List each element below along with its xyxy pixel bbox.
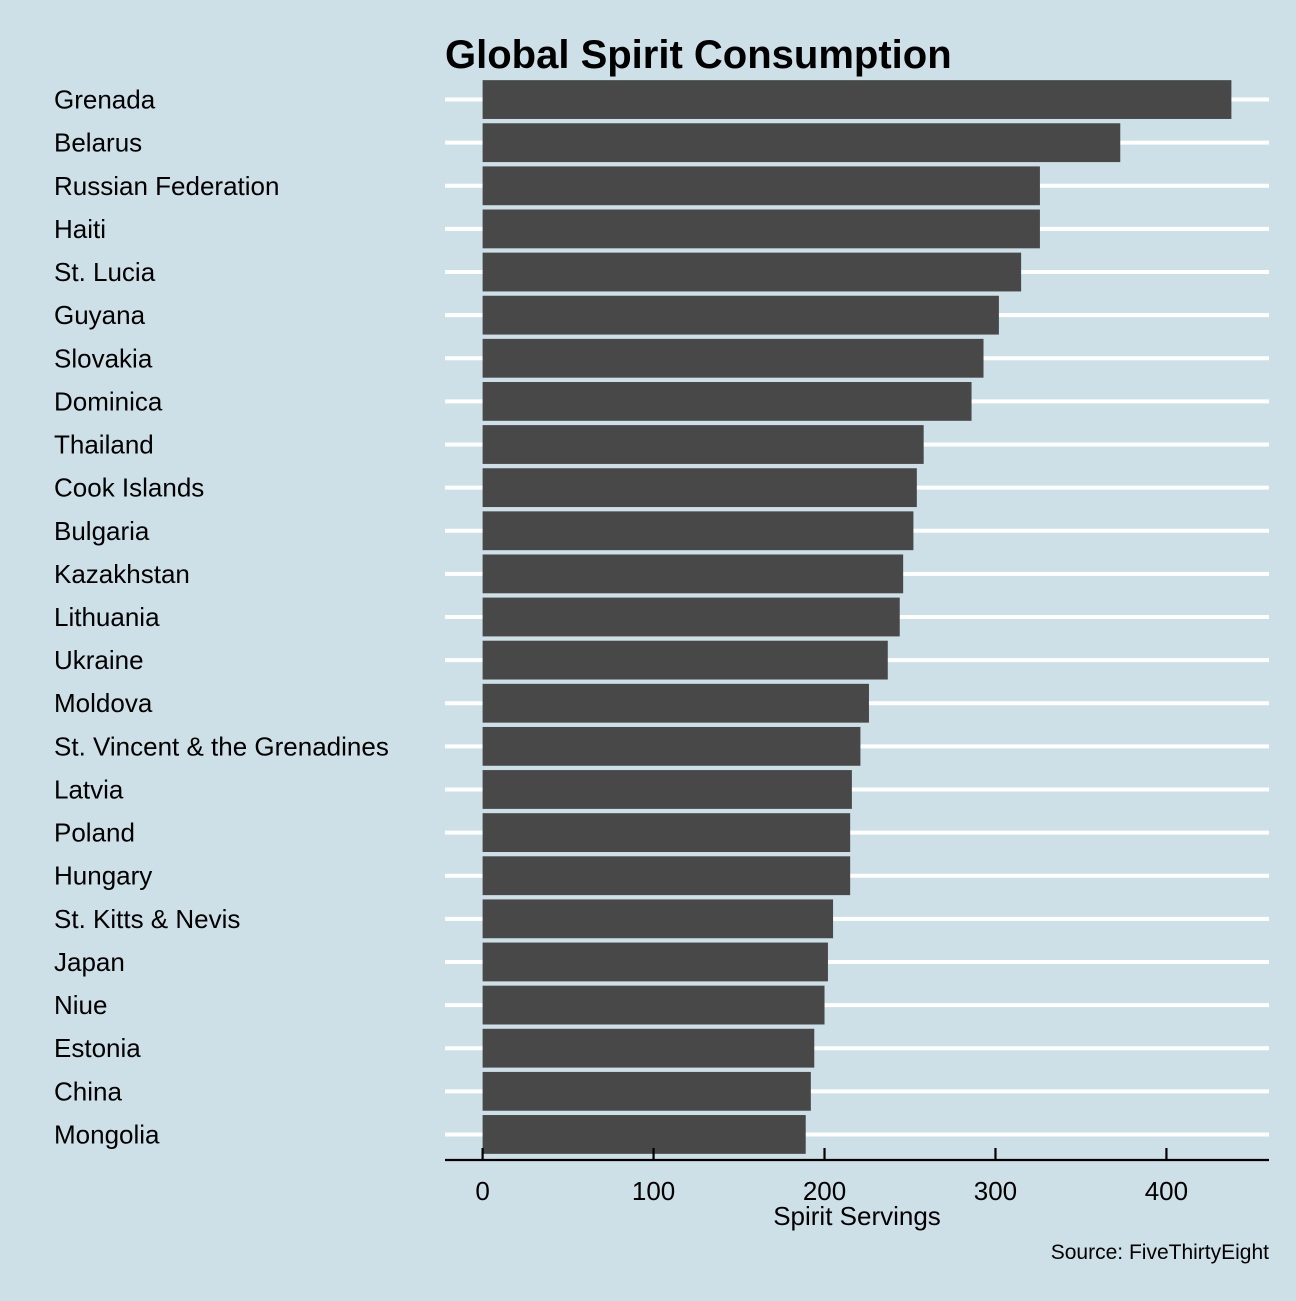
- category-label: Dominica: [54, 386, 163, 416]
- bar-latvia: [482, 770, 852, 809]
- category-label: St. Lucia: [54, 257, 156, 287]
- bar-st-kitts-nevis: [482, 899, 834, 939]
- bar-kazakhstan: [482, 554, 904, 594]
- category-label: Poland: [54, 818, 135, 848]
- category-label: Slovakia: [54, 343, 153, 373]
- x-axis-ticks: 0 100 200 300 400: [475, 1148, 1188, 1206]
- bar-belarus: [482, 123, 1121, 163]
- category-label: Lithuania: [54, 602, 160, 632]
- category-label: Kazakhstan: [54, 559, 190, 589]
- bar-slovakia: [482, 338, 984, 378]
- bar-mongolia: [482, 1115, 806, 1154]
- category-label: St. Kitts & Nevis: [54, 904, 240, 934]
- bar-st-vincent-the-grenadines: [482, 726, 861, 766]
- category-label: Niue: [54, 990, 107, 1020]
- bar-moldova: [482, 683, 869, 723]
- category-label: Thailand: [54, 430, 154, 460]
- category-label: Guyana: [54, 300, 146, 330]
- bar-cook-islands: [482, 468, 917, 508]
- bar-guyana: [482, 295, 999, 335]
- x-tick-label: 300: [974, 1176, 1017, 1206]
- x-tick-label: 0: [475, 1176, 489, 1206]
- bar-estonia: [482, 1028, 815, 1068]
- category-label: Latvia: [54, 774, 124, 804]
- category-label: Belarus: [54, 128, 142, 158]
- category-label: Russian Federation: [54, 171, 279, 201]
- category-label: Cook Islands: [54, 473, 204, 503]
- bars: [482, 80, 1232, 1154]
- category-label: Mongolia: [54, 1119, 160, 1149]
- x-axis-title: Spirit Servings: [773, 1201, 941, 1231]
- source-caption: Source: FiveThirtyEight: [1051, 1241, 1269, 1264]
- bar-lithuania: [482, 597, 900, 637]
- bar-china: [482, 1071, 811, 1111]
- category-label: Estonia: [54, 1033, 141, 1063]
- bar-haiti: [482, 209, 1040, 249]
- category-label: Bulgaria: [54, 516, 150, 546]
- bar-poland: [482, 813, 851, 853]
- category-label: Japan: [54, 947, 125, 977]
- x-tick-label: 200: [803, 1176, 846, 1206]
- chart-title: Global Spirit Consumption: [445, 33, 952, 77]
- bar-grenada: [482, 80, 1232, 119]
- category-label: Haiti: [54, 214, 106, 244]
- bar-ukraine: [482, 640, 888, 680]
- category-label: Moldova: [54, 688, 153, 718]
- bar-dominica: [482, 381, 972, 421]
- bar-hungary: [482, 856, 851, 896]
- bar-st-lucia: [482, 252, 1022, 292]
- category-labels: Grenada Belarus Russian Federation Haiti St.…: [54, 85, 389, 1150]
- bar-bulgaria: [482, 511, 914, 551]
- category-label: Hungary: [54, 861, 152, 891]
- bar-russian-federation: [482, 166, 1040, 206]
- bar-niue: [482, 985, 825, 1025]
- category-label: Grenada: [54, 85, 156, 115]
- category-label: Ukraine: [54, 645, 144, 675]
- bar-japan: [482, 942, 828, 982]
- bar-thailand: [482, 425, 924, 464]
- category-label: China: [54, 1076, 122, 1106]
- x-tick-label: 400: [1145, 1176, 1188, 1206]
- category-label: St. Vincent & the Grenadines: [54, 731, 389, 761]
- x-tick-label: 100: [632, 1176, 675, 1206]
